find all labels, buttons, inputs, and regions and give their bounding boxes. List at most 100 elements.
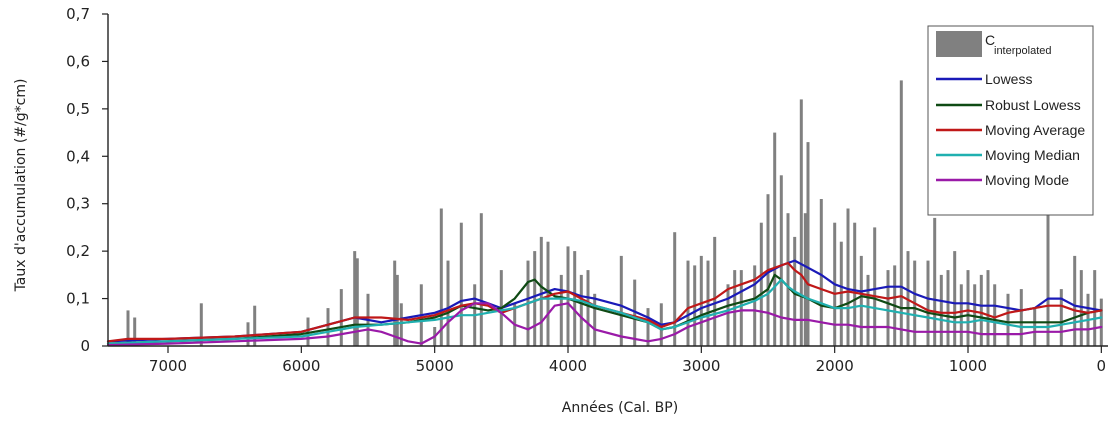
bar [126, 310, 130, 346]
bar [986, 270, 990, 346]
bar [646, 308, 650, 346]
bar [593, 293, 597, 346]
legend-label: Robust Lowess [985, 97, 1081, 113]
legend-label: Moving Average [985, 122, 1085, 138]
bar [559, 274, 563, 346]
bar [1059, 289, 1063, 346]
bar [446, 260, 450, 346]
bar [846, 208, 850, 346]
bar [673, 232, 677, 346]
bar [586, 270, 590, 346]
legend-label: Moving Mode [985, 172, 1069, 188]
x-tick-label: 3000 [682, 357, 720, 375]
y-tick-label: 0 [80, 337, 90, 355]
bar [479, 213, 483, 346]
bar [246, 322, 250, 346]
bar [819, 199, 823, 346]
bar [353, 251, 357, 346]
legend-label: Lowess [985, 71, 1032, 87]
bar [953, 251, 957, 346]
bar [866, 274, 870, 346]
series-line-moving-average [106, 261, 1103, 343]
x-tick-label: 7000 [149, 357, 187, 375]
y-tick-label: 0,3 [66, 195, 90, 213]
legend-label-subscript: interpolated [994, 45, 1052, 57]
bar [886, 270, 890, 346]
y-axis-title: Taux d'accumulation (#/g*cm) [13, 79, 29, 293]
bar [199, 303, 203, 346]
bar [399, 303, 403, 346]
x-tick-label: 6000 [282, 357, 320, 375]
series-line-lowess [106, 259, 1103, 343]
x-ticks: 7000 6000 5000 4000 3000 2000 1000 0 [149, 346, 1106, 375]
series-line-moving-mode [106, 302, 1103, 347]
bar [979, 274, 983, 346]
bar [133, 317, 137, 346]
bar [533, 251, 537, 346]
series-line-robust-lowess [106, 273, 1103, 345]
bar [1046, 208, 1050, 346]
bar [706, 260, 710, 346]
bar [339, 289, 343, 346]
bar [799, 99, 803, 347]
bar [899, 80, 903, 347]
bar [1006, 293, 1010, 346]
bar [933, 217, 937, 346]
y-tick-label: 0,1 [66, 290, 90, 308]
bar [619, 255, 623, 346]
y-tick-label: 0,6 [66, 52, 90, 70]
bar [395, 274, 399, 346]
bar [573, 251, 577, 346]
bar [773, 132, 777, 346]
bar [1073, 255, 1077, 346]
legend-label: Moving Median [985, 147, 1080, 163]
bar [753, 265, 757, 346]
series-line-moving-median [106, 278, 1103, 345]
x-tick-label: 1000 [949, 357, 987, 375]
bar [973, 284, 977, 346]
bar [779, 175, 783, 346]
bar [859, 255, 863, 346]
bar [439, 208, 443, 346]
y-tick-label: 0,4 [66, 147, 90, 165]
bar [579, 274, 583, 346]
y-tick-label: 0,5 [66, 100, 90, 118]
y-ticks: 0 0,1 0,2 0,3 0,4 0,5 0,6 0,7 [66, 5, 108, 355]
bar [355, 258, 359, 346]
bar [393, 260, 397, 346]
bar [306, 317, 310, 346]
bar [1099, 298, 1103, 346]
bar [686, 260, 690, 346]
bar [873, 227, 877, 346]
x-axis-title: Années (Cal. BP) [562, 400, 678, 416]
bar [546, 241, 550, 346]
bar [726, 284, 730, 346]
legend-box [927, 25, 1094, 216]
bar [959, 284, 963, 346]
y-tick-label: 0,7 [66, 5, 90, 23]
bar [739, 270, 743, 346]
bar [853, 222, 857, 346]
bar [839, 241, 843, 346]
bar [966, 270, 970, 346]
y-tick-label: 0,2 [66, 242, 90, 260]
bar [713, 236, 717, 346]
legend-swatch-bar [936, 31, 982, 57]
bar [806, 142, 810, 346]
x-tick-label: 0 [1097, 357, 1107, 375]
x-tick-label: 2000 [816, 357, 854, 375]
bar [699, 255, 703, 346]
bar [566, 246, 570, 346]
bar [946, 270, 950, 346]
bar [926, 260, 930, 346]
bar [786, 213, 790, 346]
bar [253, 305, 257, 346]
bar [993, 284, 997, 346]
bar [1079, 270, 1083, 346]
legend-label: C [985, 32, 995, 48]
bar [759, 222, 763, 346]
